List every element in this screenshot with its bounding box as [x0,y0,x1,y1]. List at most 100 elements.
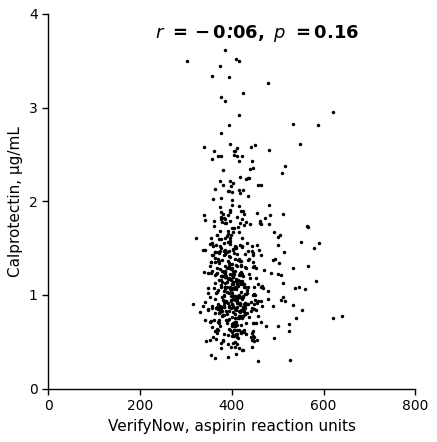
Point [253,320,260,327]
Point [329,109,336,116]
Point [289,264,296,271]
Point [200,144,207,151]
Point [240,280,247,287]
Point [217,248,224,255]
Point [233,281,240,288]
Point [234,144,241,151]
Point [229,293,236,300]
Point [261,215,268,222]
Point [225,302,232,309]
Point [216,204,223,211]
Point [226,234,233,241]
Point [238,295,245,302]
Point [218,235,225,242]
Point [264,80,271,87]
Point [218,129,225,136]
Point [242,320,249,327]
Point [200,246,207,253]
Point [311,244,318,251]
Point [237,294,244,301]
Point [233,263,240,270]
Point [249,344,256,351]
Point [229,332,236,339]
Point [236,272,243,279]
Point [235,307,242,314]
Point [229,228,236,235]
Point [212,328,218,335]
Point [235,57,242,64]
Point [249,305,256,312]
Point [216,265,223,272]
Point [228,305,235,312]
Point [266,202,273,209]
Point [218,153,225,160]
Point [305,262,312,269]
Point [270,229,277,236]
Point [231,326,238,333]
Point [222,284,229,291]
Point [247,299,254,306]
Point [253,306,260,313]
Point [209,243,216,250]
Point [230,273,237,280]
Point [240,308,247,315]
Point [224,232,231,239]
Point [250,252,257,259]
Point [214,303,221,310]
Point [314,122,321,129]
Point [233,299,240,306]
Point [279,293,286,300]
Point [218,313,225,320]
Point [227,286,234,293]
Point [236,157,243,164]
Point [216,305,223,312]
Point [211,248,218,255]
Point [206,293,213,300]
Point [239,312,246,320]
Point [201,217,208,224]
Point [223,248,230,255]
Point [250,262,257,269]
Point [221,97,228,104]
Point [250,333,257,340]
Point [231,224,238,231]
Point [206,318,213,325]
Point [237,330,244,337]
Point [232,275,239,282]
Point [220,331,227,338]
Point [248,329,255,336]
Point [225,263,232,270]
Point [254,297,261,304]
Point [242,310,249,317]
Point [217,243,224,250]
Point [212,279,218,286]
Point [233,279,240,286]
Point [234,277,241,284]
Point [254,357,261,364]
Point [233,262,240,269]
Point [218,279,225,286]
Point [271,335,278,342]
Point [236,258,243,265]
Point [249,259,256,266]
Point [236,315,243,322]
Point [239,277,246,284]
Point [206,240,213,248]
Point [258,283,265,290]
Point [251,283,258,290]
Point [233,213,240,220]
Point [224,310,231,317]
Point [225,211,232,218]
Point [220,293,227,300]
Point [229,319,236,326]
Point [244,239,251,246]
Point [268,270,275,277]
Point [207,269,214,276]
Point [218,304,225,311]
Point [215,319,222,326]
Point [280,210,287,217]
Point [217,94,224,101]
Point [244,248,251,255]
Point [232,244,239,251]
Point [218,282,225,289]
